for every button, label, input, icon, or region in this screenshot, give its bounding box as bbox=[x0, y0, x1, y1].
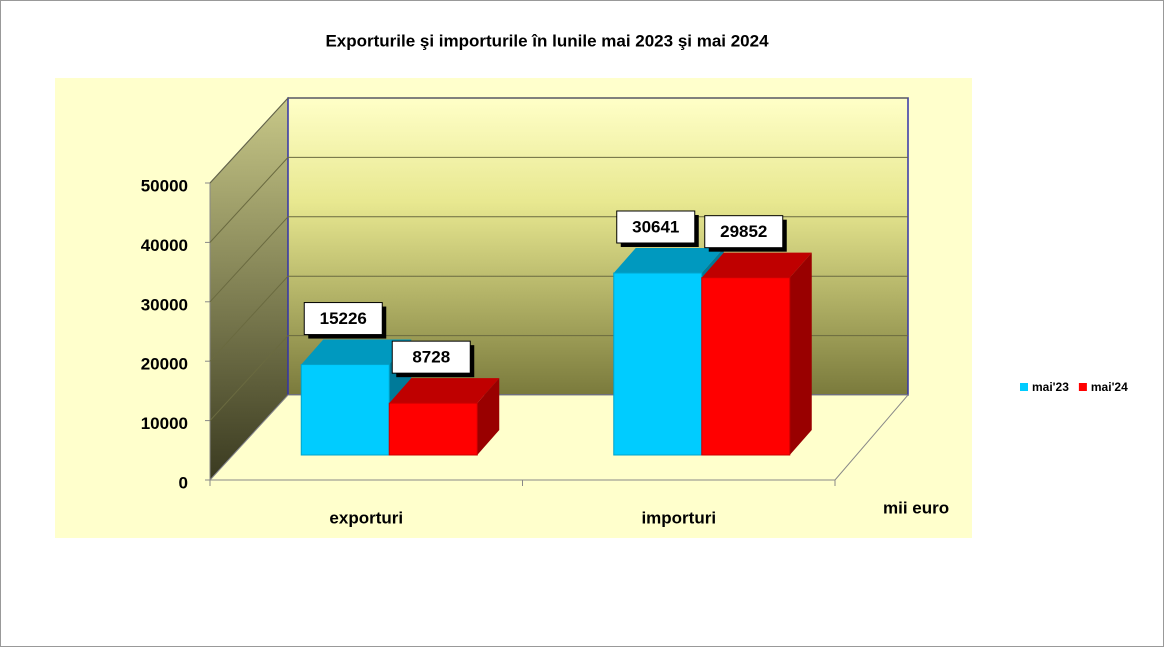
y-tick-label: 10000 bbox=[141, 414, 188, 433]
label-box bbox=[616, 210, 696, 244]
y-tick-label: 50000 bbox=[141, 176, 188, 195]
bar-side bbox=[477, 378, 500, 455]
y-tick-label: 40000 bbox=[141, 236, 188, 255]
data-label: 29852 bbox=[720, 222, 767, 241]
bar-top bbox=[301, 339, 412, 365]
grid-line bbox=[209, 97, 289, 184]
bar bbox=[701, 277, 791, 456]
bar-top bbox=[389, 378, 500, 404]
unit-label: mii euro bbox=[883, 498, 949, 517]
bar-top bbox=[701, 252, 812, 278]
grid-line bbox=[209, 216, 289, 303]
bar bbox=[613, 272, 703, 456]
legend-label: mai'23 bbox=[1032, 380, 1069, 394]
legend-swatch bbox=[1078, 383, 1087, 391]
y-tick-label: 0 bbox=[179, 473, 188, 492]
legend-label: mai'24 bbox=[1091, 380, 1128, 394]
grid-line bbox=[209, 157, 289, 243]
label-box bbox=[303, 302, 383, 336]
data-label: 15226 bbox=[320, 309, 367, 328]
bar-top bbox=[613, 247, 724, 273]
data-label: 8728 bbox=[412, 348, 450, 367]
x-tick-label: exporturi bbox=[329, 508, 403, 527]
bar bbox=[388, 402, 478, 456]
label-box bbox=[704, 215, 784, 249]
grid-line bbox=[209, 275, 289, 362]
grid-line bbox=[209, 335, 289, 421]
bar bbox=[300, 364, 390, 456]
y-tick-label: 30000 bbox=[141, 295, 188, 314]
legend-swatch bbox=[1020, 383, 1028, 391]
bar-side bbox=[789, 252, 812, 455]
chart-title: Exporturile şi importurile în lunile mai… bbox=[325, 31, 769, 50]
data-label: 30641 bbox=[632, 217, 679, 236]
y-tick-label: 20000 bbox=[141, 355, 188, 374]
x-tick-label: importuri bbox=[641, 508, 716, 527]
label-box bbox=[391, 340, 471, 374]
